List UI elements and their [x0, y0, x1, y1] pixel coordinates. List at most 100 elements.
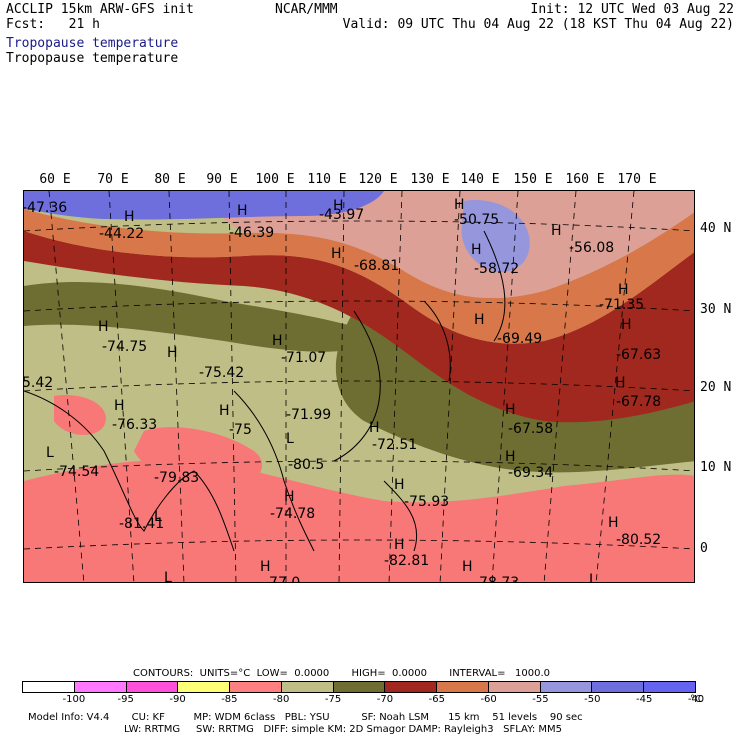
value-label: -67.58: [508, 421, 553, 437]
longitude-label: 120 E: [358, 172, 398, 187]
longitude-label: 150 E: [513, 172, 553, 187]
value-label: -72.51: [372, 437, 417, 453]
region-55-45-north: [24, 191, 384, 220]
field-title-contour: Tropopause temperature: [6, 51, 179, 66]
high-marker: H: [394, 537, 405, 553]
legend-tick-label: -65: [428, 694, 445, 705]
longitude-label: 160 E: [565, 172, 605, 187]
model-info-line1: Model Info: V4.4 CU: KF MP: WDM 6class P…: [28, 712, 583, 723]
high-marker: H: [124, 209, 135, 225]
graticule: [24, 191, 694, 582]
region-75-70-west: [24, 281, 384, 352]
latitude-label: 30 N: [700, 302, 732, 317]
value-label: -43.97: [319, 207, 364, 223]
high-marker: H: [454, 197, 465, 213]
value-label: -80.52: [616, 532, 661, 548]
value-label: -68.81: [354, 258, 399, 274]
field-title-shaded: Tropopause temperature: [6, 36, 179, 51]
low-marker: L: [154, 509, 162, 525]
value-label: -77.0: [264, 575, 300, 583]
value-label: -79.83: [154, 470, 199, 486]
longitude-label: 130 E: [410, 172, 450, 187]
high-marker: H: [369, 420, 380, 436]
init-time: Init: 12 UTC Wed 03 Aug 22: [530, 2, 735, 17]
value-label: -74.54: [54, 464, 99, 480]
longitude-label: 70 E: [97, 172, 129, 187]
longitude-label: 60 E: [39, 172, 71, 187]
high-marker: H: [462, 559, 473, 575]
high-marker: H: [237, 203, 248, 219]
high-marker: H: [284, 489, 295, 505]
value-label: -80.5: [288, 457, 324, 473]
region-70-65-band: [24, 231, 694, 423]
value-label: -74.75: [102, 339, 147, 355]
high-marker: H: [394, 477, 405, 493]
value-label: -56.08: [569, 240, 614, 256]
legend-tick-label: -75: [324, 694, 342, 705]
value-label: -69.49: [497, 331, 542, 347]
legend-swatch: [126, 682, 179, 692]
latitude-label: 10 N: [700, 460, 732, 475]
low-marker: L: [164, 570, 172, 583]
value-label: 5.42: [24, 375, 53, 391]
legend-tick-label: -50: [584, 694, 601, 705]
legend-swatch: [74, 682, 127, 692]
legend-ticks: -100 -95 -90 -85 -80 -75 -70 -65 -60 -55 -50 -45 -40: [22, 694, 704, 706]
value-label: -75.93: [404, 494, 449, 510]
longitude-label: 80 E: [154, 172, 186, 187]
low-marker: L: [589, 572, 597, 583]
color-legend: [22, 681, 696, 693]
legend-tick-label: -80: [273, 694, 290, 705]
low-marker: L: [286, 431, 294, 447]
value-label: -74.78: [270, 506, 315, 522]
high-marker: H: [474, 312, 485, 328]
longitude-labels: 60 E 70 E 80 E 90 E 100 E 110 E 120 E 130 E 140 …: [0, 172, 740, 188]
region-lt-80-india: [54, 395, 263, 491]
legend-swatch: [488, 682, 541, 692]
high-marker: H: [621, 317, 632, 333]
legend-swatch: [437, 682, 489, 692]
legend-swatch: [178, 682, 231, 692]
value-label: -58.72: [474, 261, 519, 277]
value-label: -71.35: [599, 297, 644, 313]
high-marker: H: [98, 319, 109, 335]
legend-tick-label: -60: [480, 694, 497, 705]
coastlines: [24, 230, 506, 552]
legend-swatch: [540, 682, 593, 692]
legend-tick-label: -100: [62, 694, 86, 705]
region-65-60-band: [24, 209, 694, 344]
low-marker: L: [46, 445, 54, 461]
value-label: -81.41: [119, 516, 164, 532]
contours-info: CONTOURS: UNITS=°C LOW= 0.0000 HIGH= 0.0…: [133, 668, 551, 679]
high-marker: H: [505, 402, 516, 418]
map-canvas: -47.36 -44.22 -46.39 -43.97 -50.75 -58.72 -56.…: [24, 191, 694, 583]
legend-swatch: [592, 682, 645, 692]
legend-tick-label: -40: [687, 694, 705, 705]
value-label: -82.81: [384, 553, 429, 569]
legend-unit: °C: [690, 694, 702, 705]
header-left: ACCLIP 15km ARW-GFS init Fcst: 21 h: [6, 2, 194, 32]
legend-swatch: [23, 682, 75, 692]
region-60-55-north: [194, 191, 694, 299]
region-lt-80-south: [24, 459, 694, 582]
value-label: -50.75: [454, 212, 499, 228]
high-marker: H: [260, 559, 271, 575]
longitude-label: 170 E: [617, 172, 657, 187]
value-label: -71.07: [281, 350, 326, 366]
legend-swatch: [385, 682, 438, 692]
high-marker: H: [505, 449, 516, 465]
longitude-label: 140 E: [460, 172, 500, 187]
legend-swatch: [644, 682, 695, 692]
run-title: ACCLIP 15km ARW-GFS init: [6, 2, 194, 17]
legend-swatch: [230, 682, 282, 692]
legend-tick-label: -55: [532, 694, 549, 705]
value-label: -46.39: [229, 225, 274, 241]
high-marker: H: [471, 242, 482, 258]
value-label: -78.73: [474, 575, 519, 583]
legend-tick-label: -45: [635, 694, 653, 705]
legend-swatch: [333, 682, 386, 692]
valid-time: Valid: 09 UTC Thu 04 Aug 22 (18 KST Thu …: [342, 17, 734, 32]
value-label: -67.78: [616, 394, 661, 410]
high-marker: H: [618, 282, 629, 298]
high-marker: H: [331, 246, 342, 262]
